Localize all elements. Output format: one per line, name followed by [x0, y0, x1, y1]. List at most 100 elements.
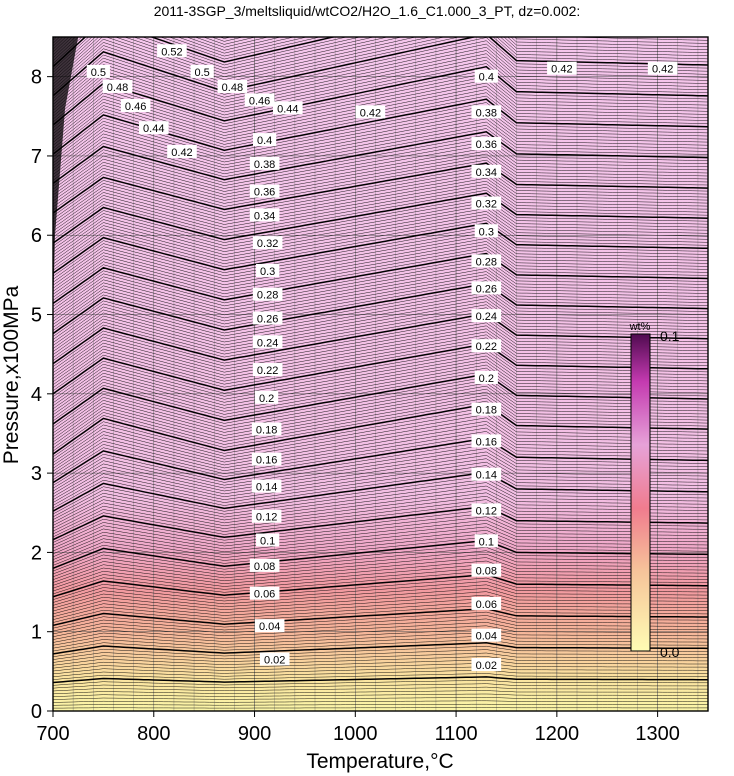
minor-contour-line: [53, 355, 708, 407]
y-tick-label: 1: [31, 622, 42, 644]
minor-contour-line: [53, 468, 708, 509]
minor-contour-line: [53, 307, 708, 358]
minor-contour-line: [53, 605, 708, 623]
colorbar-min-label: 0.0: [660, 644, 680, 660]
minor-contour-line: [53, 352, 708, 404]
minor-contour-line: [53, 195, 708, 247]
minor-contour-line: [53, 645, 708, 658]
minor-contour-line: [53, 301, 708, 352]
contour-label-box: [252, 363, 283, 377]
minor-contour-line: [53, 165, 708, 217]
y-tick-label: 5: [31, 305, 42, 327]
contour-label-box: [252, 287, 283, 301]
major-contour-line: [53, 131, 708, 185]
minor-contour-line: [53, 407, 708, 458]
y-axis-title: Pressure,x100MPa: [0, 285, 23, 464]
minor-contour-line: [53, 553, 708, 580]
contour-label-box: [272, 101, 303, 115]
minor-contour-line: [53, 274, 708, 325]
contour-label: 0.3: [260, 266, 275, 278]
minor-contour-line: [53, 451, 708, 495]
minor-contour-line: [53, 289, 708, 340]
minor-contour-line: [53, 530, 708, 560]
minor-contour-line: [53, 367, 708, 419]
minor-contour-line: [53, 153, 708, 205]
minor-contour-line: [53, 358, 708, 410]
contour-label-box: [253, 133, 277, 147]
minor-contour-line: [53, 82, 708, 140]
major-contour-line: [53, 282, 708, 335]
contour-label-box: [252, 236, 283, 250]
x-axis: 700 800 900 1000 1100 1200 1300: [36, 711, 680, 745]
x-tick-label: 700: [36, 723, 69, 745]
minor-contour-line: [53, 241, 708, 292]
minor-contour-line: [53, 198, 708, 250]
minor-contour-line: [53, 601, 708, 620]
x-tick-label: 900: [238, 723, 271, 745]
contour-label-box: [471, 339, 502, 353]
major-contour-line: [53, 471, 708, 512]
minor-contour-line: [53, 186, 708, 238]
contour-label-box: [471, 309, 502, 323]
major-contour-line: [53, 573, 708, 598]
minor-contour-line: [53, 478, 708, 518]
x-tick-label: 1300: [635, 723, 680, 745]
contour-label: 0.06: [254, 589, 275, 601]
minor-contour-line: [53, 310, 708, 361]
minor-contour-line: [53, 536, 708, 566]
minor-contour-line: [53, 226, 708, 277]
minor-contour-line: [53, 635, 708, 649]
contour-label: 0.04: [259, 621, 280, 633]
minor-contour-line: [53, 247, 708, 298]
minor-contour-line: [53, 214, 708, 265]
minor-contour-line: [53, 410, 708, 460]
minor-contour-line: [53, 397, 708, 449]
minor-contour-line: [53, 115, 708, 169]
minor-contour-line: [53, 669, 708, 677]
minor-contour-line: [53, 663, 708, 672]
minor-contour-line: [53, 298, 708, 349]
contour-label-box: [471, 196, 502, 210]
colorbar-max-label: 0.1: [660, 328, 680, 344]
minor-contour-line: [53, 591, 708, 612]
minor-contour-line: [53, 37, 708, 91]
y-tick-label: 3: [31, 463, 42, 485]
minor-contour-line: [53, 189, 708, 241]
minor-contour-line: [53, 533, 708, 563]
minor-contour-line: [53, 666, 708, 675]
minor-contour-line: [53, 144, 708, 196]
minor-contour-line: [53, 441, 708, 486]
minor-contour-line: [53, 128, 708, 181]
contour-label-box: [547, 61, 577, 75]
minor-contour-line: [53, 697, 708, 700]
contour-label: 0.16: [256, 455, 277, 467]
y-tick-label: 8: [31, 67, 42, 89]
contour-label-box: [244, 93, 275, 107]
contour-label-box: [471, 281, 502, 295]
major-contour-line: [53, 162, 708, 214]
major-contour-line: [53, 312, 708, 365]
contour-label: 0.14: [256, 482, 277, 494]
minor-contour-line: [53, 485, 708, 523]
contour-label-box: [471, 467, 502, 481]
contour-label-box: [474, 370, 498, 384]
x-tick-label: 1100: [435, 723, 478, 745]
minor-contour-line: [53, 502, 708, 538]
minor-contour-line: [53, 43, 708, 105]
contour-label: 0.42: [652, 64, 673, 76]
minor-contour-line: [53, 693, 708, 697]
minor-contour-line: [53, 79, 708, 137]
minor-contour-line: [53, 292, 708, 343]
minor-contour-line: [53, 271, 708, 322]
minor-contour-line: [53, 567, 708, 592]
minor-contour-line: [53, 37, 708, 99]
minor-contour-line: [53, 434, 708, 480]
contour-label: 0.28: [257, 290, 278, 302]
contour-label-box: [259, 652, 290, 666]
contour-label: 0.44: [143, 123, 164, 135]
contour-label: 0.2: [259, 393, 274, 405]
minor-contour-line: [53, 495, 708, 532]
contour-label: 0.48: [107, 82, 128, 94]
contour-label-box: [474, 69, 498, 83]
contour-label-box: [252, 335, 283, 349]
